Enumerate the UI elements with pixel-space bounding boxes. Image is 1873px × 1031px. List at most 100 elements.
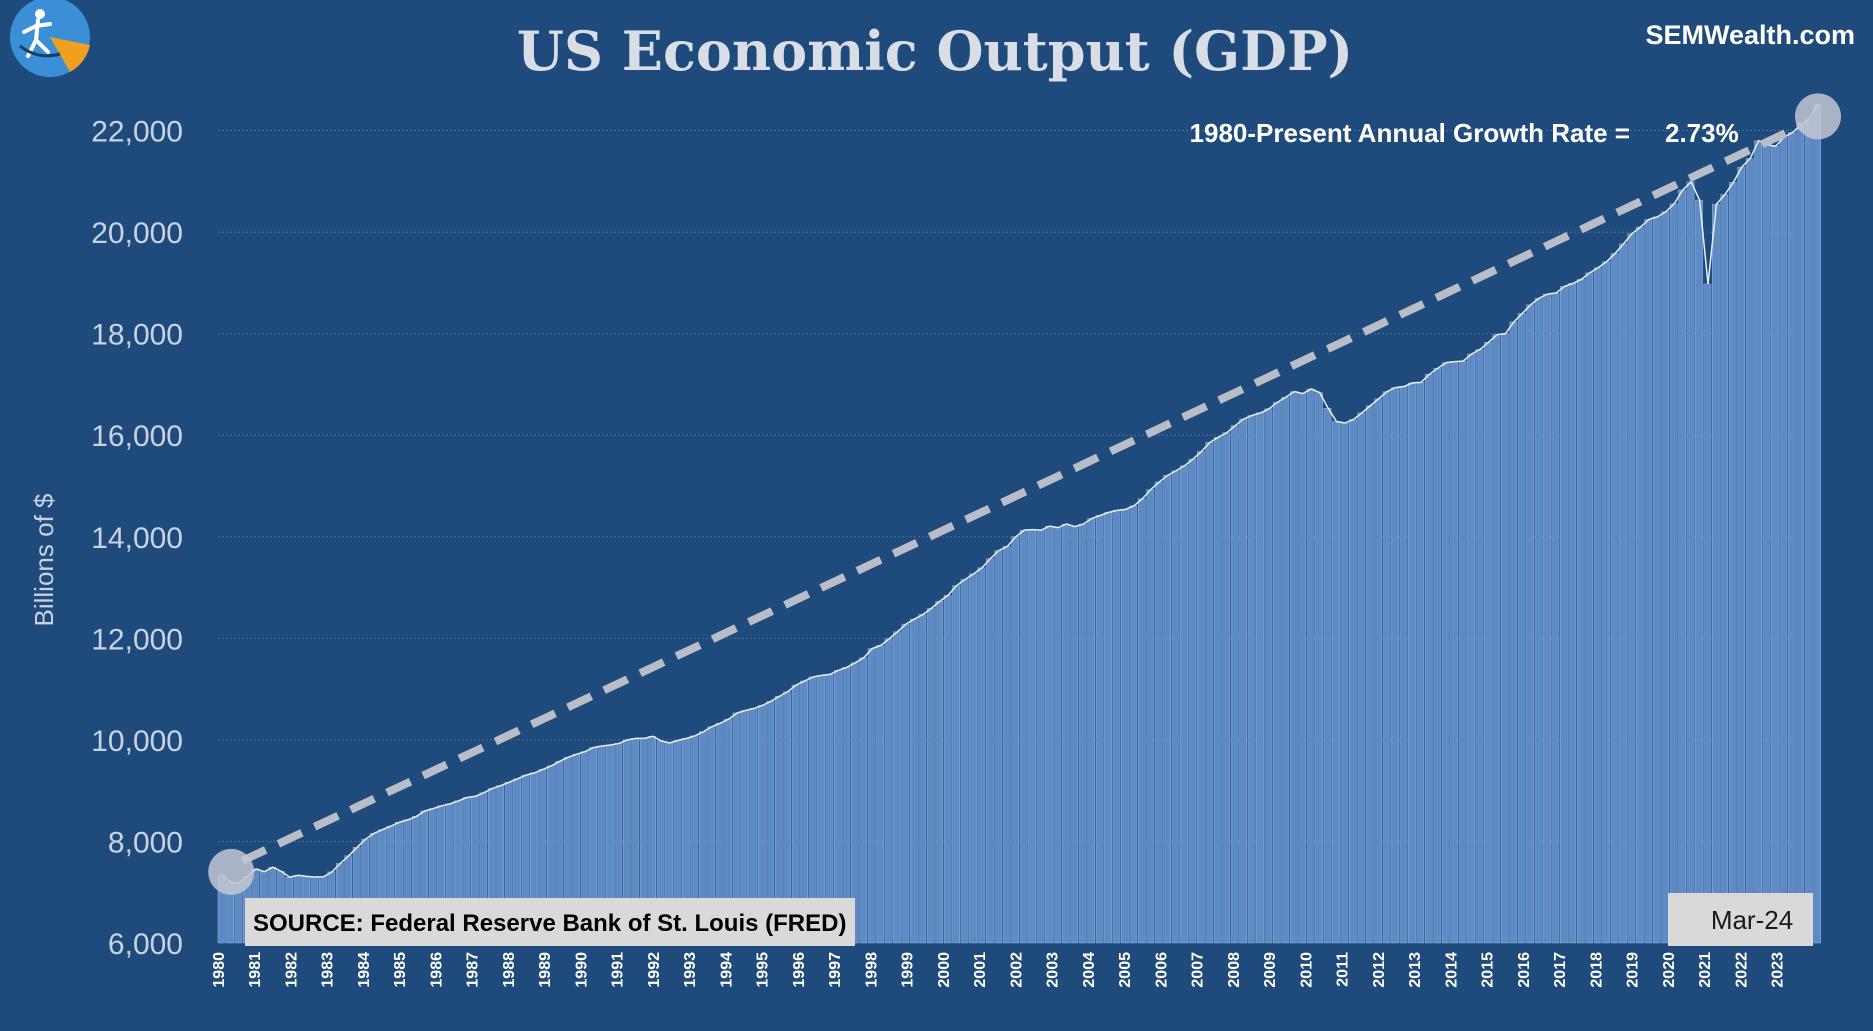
- gdp-bar: [1137, 498, 1146, 944]
- gdp-bar: [1180, 465, 1188, 944]
- gdp-bar: [1543, 293, 1551, 944]
- x-tick-label: 1991: [610, 952, 627, 988]
- gdp-bar: [1425, 374, 1433, 944]
- x-tick-label: 1994: [718, 952, 735, 988]
- gdp-bar: [859, 657, 868, 944]
- gdp-bar: [1087, 518, 1095, 944]
- gdp-bar: [1045, 525, 1053, 944]
- trend-end-marker: [1795, 93, 1841, 140]
- x-tick-label: 1993: [682, 952, 699, 988]
- gdp-bar: [1644, 219, 1653, 944]
- gdp-bar: [986, 558, 994, 944]
- gdp-series-line: [221, 103, 1819, 884]
- gdp-bar: [1374, 398, 1383, 944]
- gdp-bar: [910, 618, 918, 944]
- gdp-bar: [1112, 510, 1121, 944]
- gdp-bar: [884, 638, 893, 944]
- gdp-bar: [918, 614, 927, 944]
- gdp-bar: [901, 623, 910, 944]
- gdp-bar: [1070, 526, 1079, 944]
- gdp-bar: [1804, 118, 1813, 944]
- gdp-bar: [1745, 158, 1754, 944]
- y-tick-label: 16,000: [91, 420, 183, 453]
- gdp-bar: [867, 648, 876, 944]
- x-tick-label: 1981: [247, 952, 264, 988]
- gdp-bar: [1576, 279, 1585, 944]
- x-tick-label: 2014: [1443, 952, 1460, 988]
- x-tick-label: 2010: [1298, 952, 1315, 988]
- y-tick-label: 6,000: [108, 928, 183, 961]
- x-tick-label: 1987: [465, 952, 482, 988]
- gdp-bar: [1154, 481, 1163, 944]
- x-tick-label: 1990: [573, 952, 590, 988]
- gdp-bar: [1163, 475, 1171, 944]
- gdp-bar: [1095, 515, 1104, 944]
- x-tick-label: 2006: [1153, 952, 1170, 988]
- gdp-bar: [1484, 342, 1492, 944]
- x-tick-label: 2019: [1625, 952, 1642, 988]
- gdp-bar: [1619, 243, 1627, 944]
- gdp-bar: [1121, 509, 1129, 944]
- x-tick-label: 2013: [1407, 952, 1424, 988]
- gdp-bar: [1585, 272, 1594, 944]
- gdp-bar: [1399, 386, 1408, 944]
- gdp-bar: [943, 594, 952, 944]
- gdp-bar: [1669, 203, 1678, 944]
- gdp-bar: [876, 645, 884, 944]
- y-tick-label: 12,000: [91, 623, 183, 656]
- gdp-bar: [1441, 362, 1450, 944]
- gdp-bar: [1340, 422, 1349, 944]
- x-tick-label: 2018: [1588, 952, 1605, 988]
- x-tick-label: 2017: [1552, 952, 1569, 988]
- x-tick-label: 2007: [1190, 952, 1207, 988]
- y-axis-label: Billions of $: [29, 493, 59, 626]
- gdp-bar: [1475, 349, 1484, 944]
- gdp-bar: [1104, 512, 1112, 944]
- x-tick-label: 1997: [827, 952, 844, 988]
- gdp-bar: [1146, 489, 1155, 944]
- source-label: SOURCE: Federal Reserve Bank of St. Loui…: [253, 910, 846, 937]
- x-tick-label: 2015: [1480, 952, 1497, 988]
- gdp-bar: [935, 601, 944, 944]
- x-tick-label: 1986: [428, 952, 445, 988]
- gdp-bar: [952, 585, 960, 944]
- gdp-bar: [960, 579, 969, 944]
- x-tick-label: 1984: [356, 952, 373, 988]
- x-tick-label: 2012: [1371, 952, 1388, 988]
- gdp-bar: [1762, 144, 1771, 944]
- gdp-bar: [1315, 392, 1323, 944]
- gdp-bar: [1492, 334, 1501, 944]
- gdp-bar: [1796, 124, 1805, 944]
- gdp-bar: [1053, 527, 1062, 944]
- gdp-bar: [926, 608, 935, 944]
- gdp-bar: [1450, 361, 1458, 944]
- gdp-bar: [1788, 132, 1796, 944]
- x-tick-label: 1983: [320, 952, 337, 988]
- gdp-bar: [1813, 103, 1822, 944]
- gdp-bar: [1661, 211, 1670, 944]
- gdp-bar: [1754, 140, 1762, 944]
- x-tick-label: 1999: [900, 952, 917, 988]
- gdp-bar: [1391, 387, 1399, 944]
- gdp-bar: [1264, 408, 1273, 944]
- gdp-bar: [1568, 283, 1577, 944]
- x-tick-label: 2011: [1335, 952, 1352, 987]
- gdp-bar: [977, 567, 986, 944]
- x-tick-label: 2022: [1733, 952, 1750, 988]
- gdp-bar: [1298, 393, 1307, 944]
- y-axis-ticks: 6,000 8,000 10,000 12,000 14,000 16,000 18,000…: [91, 116, 183, 961]
- gdp-bar: [1703, 283, 1712, 944]
- x-tick-label: 2016: [1516, 952, 1533, 988]
- x-tick-label: 2023: [1770, 952, 1787, 988]
- gdp-bar: [1273, 402, 1281, 944]
- x-tick-label: 1996: [791, 952, 808, 988]
- gdp-bar: [1500, 333, 1509, 944]
- gdp-bar: [1728, 182, 1737, 944]
- gdp-bar: [1602, 261, 1610, 944]
- growth-rate-value: 2.73%: [1665, 118, 1739, 148]
- x-tick-label: 1992: [646, 952, 663, 988]
- gdp-bar: [1416, 382, 1425, 944]
- gdp-bar: [1171, 470, 1180, 944]
